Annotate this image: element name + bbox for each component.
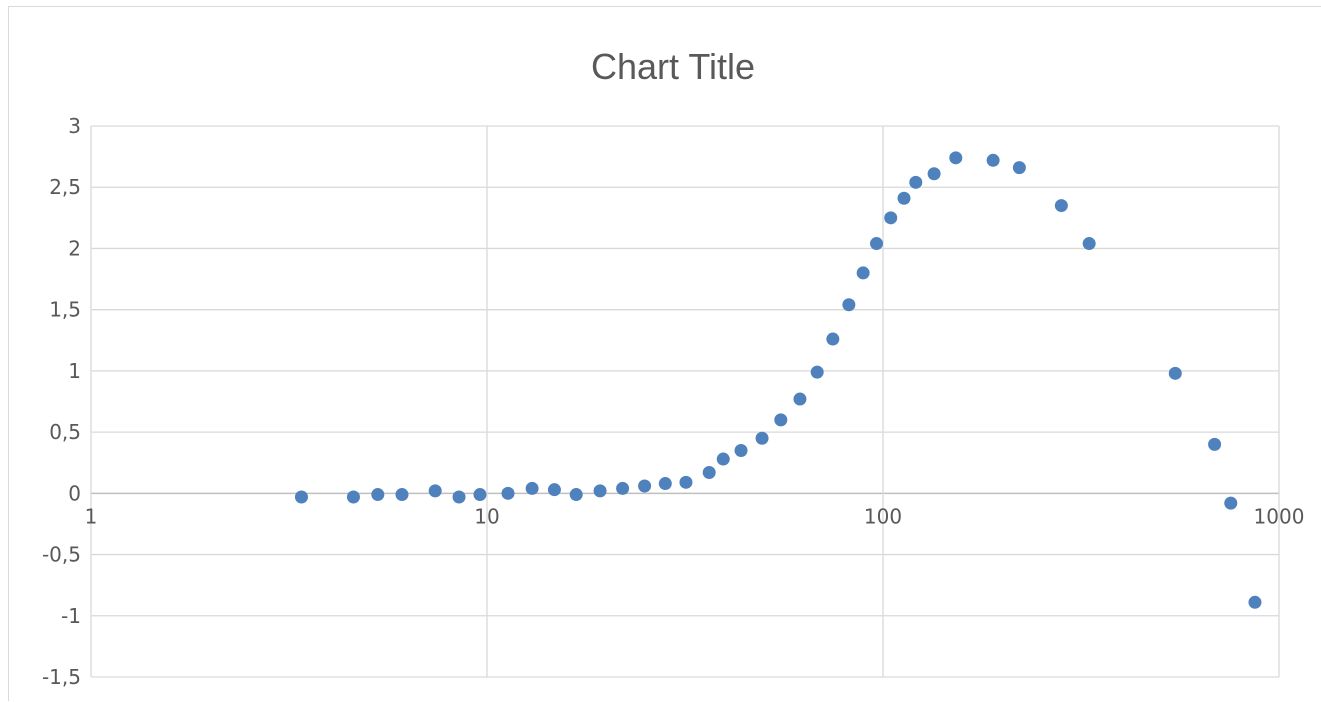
data-point <box>870 237 884 251</box>
x-tick-label: 1 <box>85 504 98 528</box>
data-point <box>1012 161 1026 175</box>
data-point <box>638 479 652 493</box>
data-point <box>1168 366 1182 380</box>
data-point <box>294 490 308 504</box>
data-point <box>547 483 561 497</box>
data-point <box>856 266 870 280</box>
y-tick-label: 1,5 <box>49 298 81 322</box>
data-point <box>1208 437 1222 451</box>
y-tick-label: -0,5 <box>42 543 81 567</box>
data-point <box>1224 496 1238 510</box>
chart-area: Chart Title -1,5 -1 -0,5 0 0,5 1 1,5 2 2,5 3 1 10 10… <box>8 6 1321 701</box>
data-point <box>810 365 824 379</box>
data-point <box>884 211 898 225</box>
data-point <box>1082 237 1096 251</box>
y-tick-label: -1,5 <box>42 665 81 689</box>
y-tick-label: 0,5 <box>49 420 81 444</box>
data-point <box>346 490 360 504</box>
data-point <box>525 481 539 495</box>
data-point <box>371 488 385 502</box>
data-point <box>1054 199 1068 213</box>
data-point <box>569 488 583 502</box>
data-point <box>395 488 409 502</box>
data-points <box>294 151 1262 609</box>
data-point <box>909 175 923 189</box>
data-point <box>593 484 607 498</box>
data-point <box>734 443 748 457</box>
gridlines <box>90 125 1280 678</box>
data-point <box>1248 595 1262 609</box>
data-point <box>616 481 630 495</box>
data-point <box>826 332 840 346</box>
data-point <box>428 484 442 498</box>
y-tick-label: 0 <box>68 481 81 505</box>
y-tick-label: 2 <box>68 236 81 260</box>
y-tick-label: 3 <box>68 114 81 138</box>
data-point <box>452 490 466 504</box>
data-point <box>793 392 807 406</box>
data-point <box>927 167 941 181</box>
data-point <box>473 488 487 502</box>
data-point <box>702 466 716 480</box>
scatter-chart: Chart Title -1,5 -1 -0,5 0 0,5 1 1,5 2 2,5 3 1 10 10… <box>42 46 1304 689</box>
y-tick-label: 1 <box>68 359 81 383</box>
y-tick-label: -1 <box>61 604 81 628</box>
data-point <box>774 413 788 427</box>
y-tick-label: 2,5 <box>49 175 81 199</box>
data-point <box>658 477 672 491</box>
data-point <box>986 153 1000 167</box>
x-tick-label: 1000 <box>1254 504 1305 528</box>
data-point <box>949 151 963 165</box>
data-point <box>501 486 515 500</box>
chart-title: Chart Title <box>591 46 755 87</box>
data-point <box>755 431 769 445</box>
data-point <box>842 298 856 312</box>
data-point <box>897 191 911 205</box>
data-point <box>679 475 693 489</box>
data-point <box>716 452 730 466</box>
x-tick-label: 10 <box>474 504 499 528</box>
axis-tick-labels: -1,5 -1 -0,5 0 0,5 1 1,5 2 2,5 3 1 10 100 1000 <box>42 114 1304 689</box>
x-tick-label: 100 <box>864 504 902 528</box>
